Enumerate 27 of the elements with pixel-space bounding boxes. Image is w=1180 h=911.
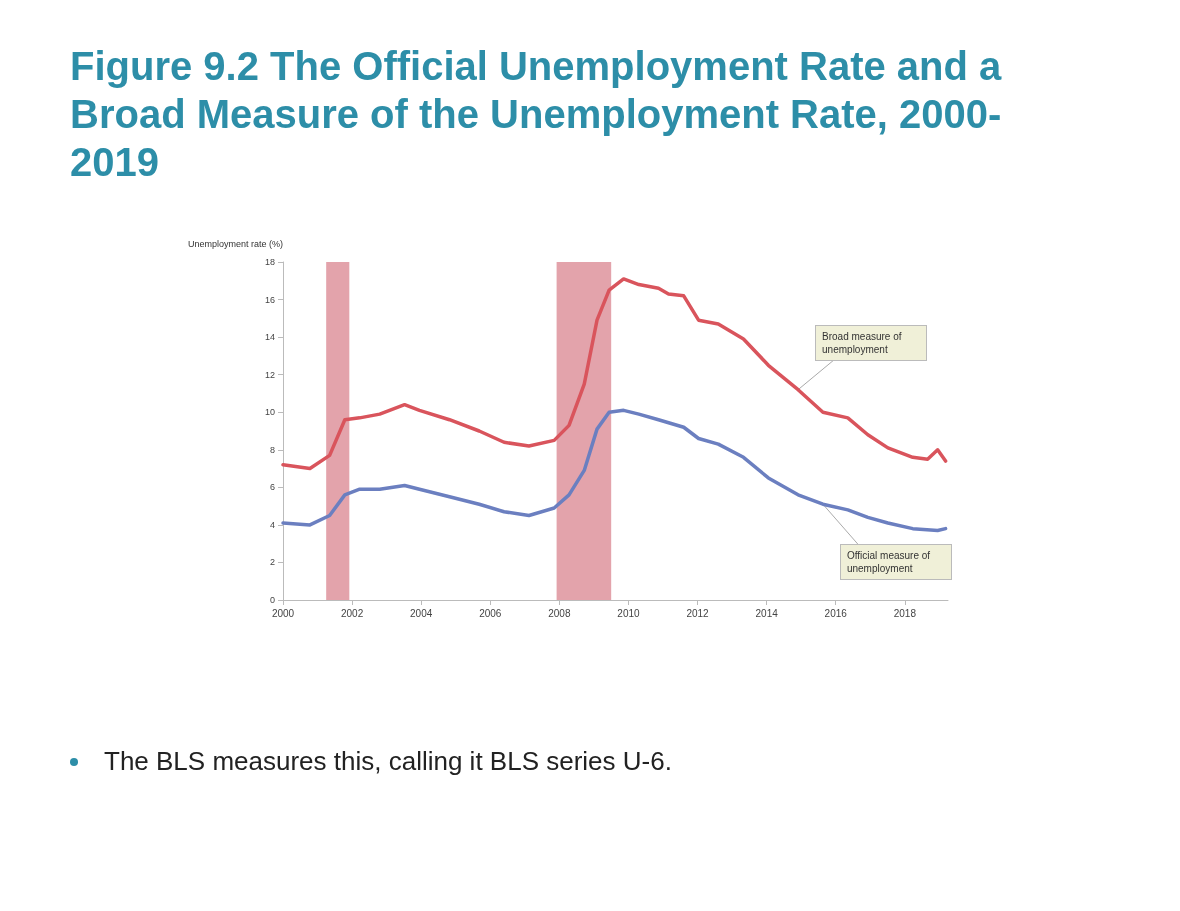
y-axis-title: Unemployment rate (%) — [187, 238, 283, 249]
x-tick-label: 2012 — [686, 607, 710, 619]
x-tick-label: 2018 — [893, 607, 917, 619]
callout-box: Broad measure of unemployment — [815, 324, 928, 361]
y-tick-label: 0 — [269, 595, 275, 605]
y-tick-label: 16 — [264, 294, 275, 305]
y-tick-label: 10 — [264, 407, 275, 418]
x-tick-label: 2004 — [410, 607, 433, 619]
line-series — [281, 277, 948, 471]
callout-box: Official measure of unemployment — [839, 544, 952, 581]
chart-title: Figure 9.2 The Official Unemployment Rate and a Broad Measure of the Unemployment Rate, 2000-2019 — [70, 43, 1003, 186]
x-tick-label: 2008 — [548, 607, 571, 619]
x-tick-label: 2006 — [479, 607, 502, 619]
y-tick-label: 12 — [264, 369, 275, 380]
x-tick-label: 2016 — [824, 607, 848, 619]
line-series — [281, 408, 948, 533]
x-tick-label: 2010 — [617, 607, 641, 619]
x-tick-label: 2014 — [755, 607, 779, 619]
y-tick-label: 4 — [269, 519, 275, 530]
y-tick-label: 2 — [269, 557, 275, 568]
y-tick-label: 14 — [264, 332, 275, 343]
y-tick-label: 6 — [269, 482, 275, 493]
y-tick-label: 8 — [269, 444, 275, 455]
x-tick-label: 2002 — [340, 607, 364, 619]
text: The BLS measures this, calling it BLS series U-6. — [104, 746, 672, 777]
y-tick-label: 18 — [264, 257, 275, 267]
x-tick-label: 2000 — [271, 607, 295, 619]
